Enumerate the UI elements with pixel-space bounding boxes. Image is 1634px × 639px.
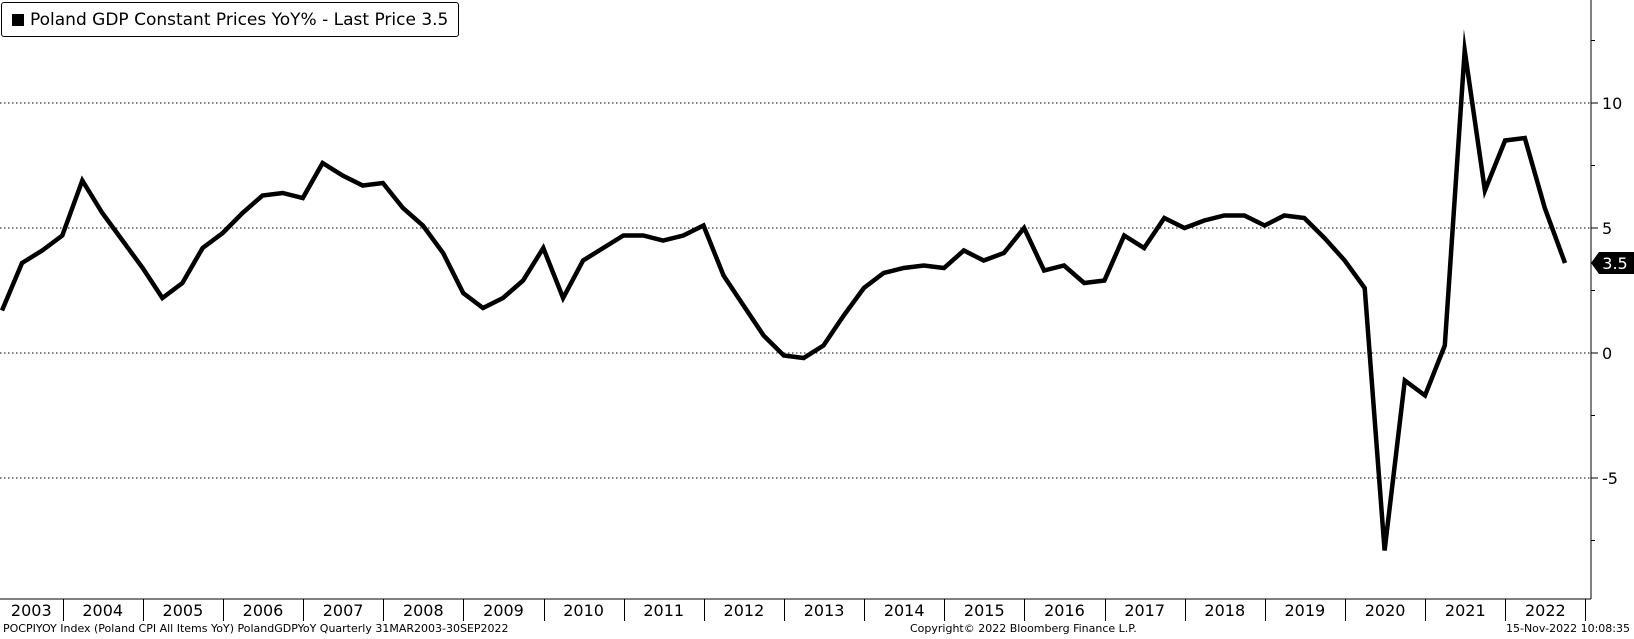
x-tick-label: 2005 bbox=[163, 601, 204, 620]
x-tick-label: 2017 bbox=[1124, 601, 1165, 620]
x-tick-label: 2003 bbox=[11, 601, 52, 620]
axes bbox=[0, 0, 1592, 600]
x-tick-label: 2014 bbox=[884, 601, 925, 620]
legend: Poland GDP Constant Prices YoY% - Last P… bbox=[1, 2, 460, 37]
footer-timestamp: 15-Nov-2022 10:08:35 bbox=[1505, 622, 1630, 635]
series-layer bbox=[0, 29, 1568, 551]
last-price-label: 3.5 bbox=[1602, 254, 1627, 273]
legend-label: Poland GDP Constant Prices YoY% - Last P… bbox=[30, 9, 449, 30]
y-tick-label: -5 bbox=[1602, 469, 1618, 488]
footer-source: POCPIYOY Index (Poland CPI All Items YoY… bbox=[3, 622, 509, 635]
legend-swatch bbox=[12, 13, 24, 26]
x-tick-label: 2015 bbox=[964, 601, 1005, 620]
x-tick-label: 2018 bbox=[1204, 601, 1245, 620]
y-axis-ticks: 10 5 0 -5 bbox=[1591, 40, 1622, 541]
footer-copyright: Copyright© 2022 Bloomberg Finance L.P. bbox=[910, 622, 1137, 635]
x-tick-label: 2020 bbox=[1365, 601, 1406, 620]
y-tick-label: 10 bbox=[1602, 94, 1622, 113]
last-price-tag bbox=[1591, 252, 1634, 274]
series-line bbox=[0, 29, 1568, 551]
x-tick-label: 2009 bbox=[483, 601, 524, 620]
grid-lines bbox=[0, 102, 1591, 479]
x-tick-label: 2007 bbox=[323, 601, 364, 620]
y-tick-label: 0 bbox=[1602, 344, 1612, 363]
x-tick-label: 2019 bbox=[1285, 601, 1326, 620]
x-tick-label: 2006 bbox=[243, 601, 284, 620]
x-tick-label: 2013 bbox=[804, 601, 845, 620]
x-tick-label: 2011 bbox=[643, 601, 684, 620]
x-tick-label: 2022 bbox=[1525, 601, 1566, 620]
x-tick-label: 2021 bbox=[1445, 601, 1486, 620]
x-tick-label: 2004 bbox=[82, 601, 123, 620]
x-tick-label: 2012 bbox=[724, 601, 765, 620]
x-axis-ticks: 2003 2004 2005 2006 2007 2008 2009 2010 2011 2012… bbox=[11, 599, 1586, 621]
x-tick-label: 2016 bbox=[1044, 601, 1085, 620]
y-tick-label: 5 bbox=[1602, 219, 1612, 238]
x-tick-label: 2010 bbox=[563, 601, 604, 620]
x-tick-label: 2008 bbox=[403, 601, 444, 620]
last-price-marker: 3.5 bbox=[1591, 252, 1634, 274]
